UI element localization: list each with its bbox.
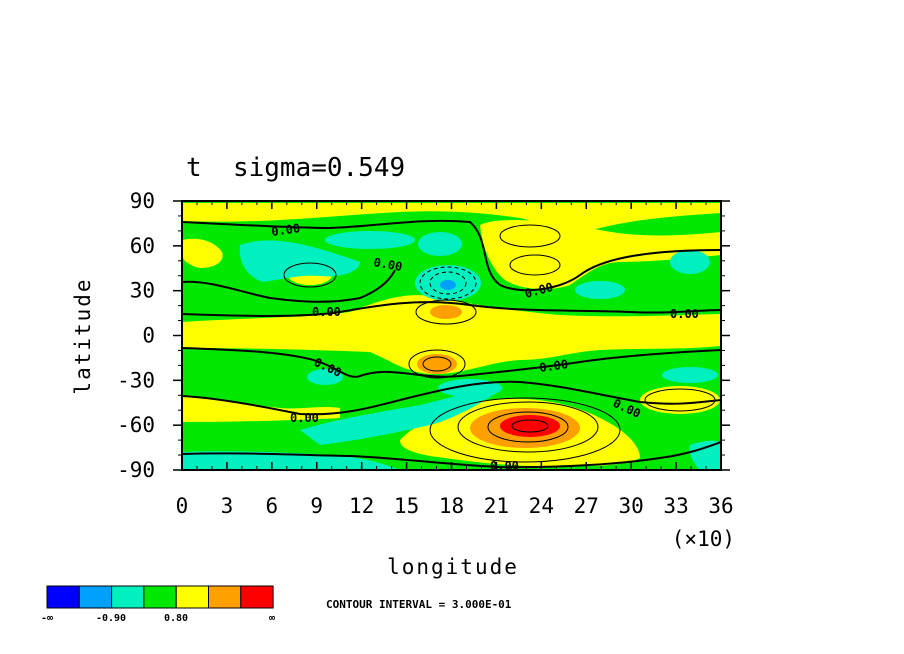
contour-lines: [182, 219, 721, 469]
zero-contour-75s: [182, 441, 721, 469]
contour-cold-1: [429, 271, 467, 295]
y-tick-label: 60: [130, 234, 155, 258]
cool-region-12: [689, 440, 721, 470]
contour-60s-4: [511, 419, 549, 433]
colorbar-swatch: [46, 585, 80, 609]
colorbar-label: ∞: [269, 613, 275, 624]
colorbar-swatch: [240, 585, 274, 609]
x-tick-label: 33: [663, 494, 688, 518]
x-tick-label: 18: [439, 494, 464, 518]
x-tick-label: 36: [708, 494, 733, 518]
warm-region-north: [182, 203, 721, 231]
colorbar: -∞ -0.90 0.80 ∞: [41, 585, 275, 624]
x-tick-label: 0: [176, 494, 189, 518]
contour-60s-3: [429, 397, 621, 463]
colorbar-swatch: [208, 585, 242, 609]
colorbar-swatch: [143, 585, 177, 609]
hot-cell-60s: [500, 415, 560, 437]
contour-hot-south: [408, 349, 466, 379]
contour-label: 0.00: [312, 305, 341, 319]
cool-region-7: [300, 389, 500, 445]
contour-arctic-2: [509, 254, 561, 276]
colorbar-swatch: [175, 585, 209, 609]
zero-contour-30n: [182, 269, 396, 303]
y-tick-label: 30: [130, 279, 155, 303]
contour-label: 0.00: [670, 307, 699, 321]
x-tick-label: 30: [619, 494, 644, 518]
contour-hot-south-inner: [422, 356, 452, 372]
x-tick-label: 27: [574, 494, 599, 518]
zero-contour-40s: [182, 380, 721, 416]
warm-region-west2: [182, 238, 223, 268]
x-tick-label: 9: [310, 494, 323, 518]
x-tick-label: 6: [266, 494, 279, 518]
cool-region-6: [670, 250, 710, 274]
y-tick-label: 90: [130, 189, 155, 213]
cool-region-10: [662, 367, 718, 383]
contour-interval-label: CONTOUR INTERVAL = 3.000E-01: [326, 598, 512, 611]
warm-region-arctic: [480, 220, 721, 290]
cool-region-9: [307, 369, 343, 385]
contour-hot-north: [415, 299, 477, 325]
chart-title: t sigma=0.549: [186, 153, 405, 183]
y-tick-label: 0: [142, 324, 155, 348]
cool-region-1: [239, 240, 360, 282]
y-axis: 90 60 30 0 -30 -60 -90: [117, 189, 730, 482]
colorbar-swatch: [111, 585, 145, 609]
colorbar-swatch: [78, 585, 113, 609]
x-axis-label: longitude: [387, 555, 519, 579]
x-axis-multiplier: (×10): [672, 527, 735, 551]
x-tick-label: 24: [529, 494, 554, 518]
x-tick-label: 21: [484, 494, 509, 518]
x-tick-label: 3: [221, 494, 234, 518]
zero-contour-north: [182, 219, 721, 292]
warm-region-equator: [182, 295, 721, 375]
plot-area: 0.00 0.00 0.00 0.00 0.00 0.00 0.00 0.00 …: [182, 201, 721, 473]
contour-label: 0.00: [372, 255, 403, 274]
warm-region-west: [182, 395, 340, 422]
contour-60s-2: [457, 401, 599, 453]
contour-label: 0.00: [538, 357, 569, 375]
cool-region-3: [418, 232, 462, 256]
y-tick-label: -60: [117, 413, 155, 437]
x-tick-label: 15: [394, 494, 419, 518]
contour-label: 0.00: [290, 411, 319, 425]
cold-cell: [440, 280, 456, 290]
contour-cold-3: [283, 262, 337, 288]
warm-cell-east: [640, 386, 720, 414]
colorbar-label: -0.90: [96, 613, 126, 624]
cool-region-11: [182, 451, 400, 470]
cool-region-5: [575, 281, 625, 299]
cool-region-2: [325, 231, 415, 249]
colorbar-label: -∞: [41, 613, 53, 624]
contour-label: 0.00: [270, 221, 301, 239]
contour-cold-2: [419, 266, 477, 300]
contour-arctic: [499, 224, 561, 248]
x-axis: 0 3 6 9 12 15 18 21 24 27 30 33 36: [176, 201, 734, 518]
y-axis-label: latitude: [71, 277, 95, 394]
contour-label: 0.00: [490, 459, 519, 473]
x-tick-label: 12: [349, 494, 374, 518]
y-tick-label: -30: [117, 368, 155, 392]
y-tick-label: -90: [117, 458, 155, 482]
contour-east: [644, 388, 716, 412]
colorbar-label: 0.80: [164, 613, 188, 624]
hot-cell-20n: [430, 305, 462, 319]
contour-60s-1: [487, 411, 569, 443]
